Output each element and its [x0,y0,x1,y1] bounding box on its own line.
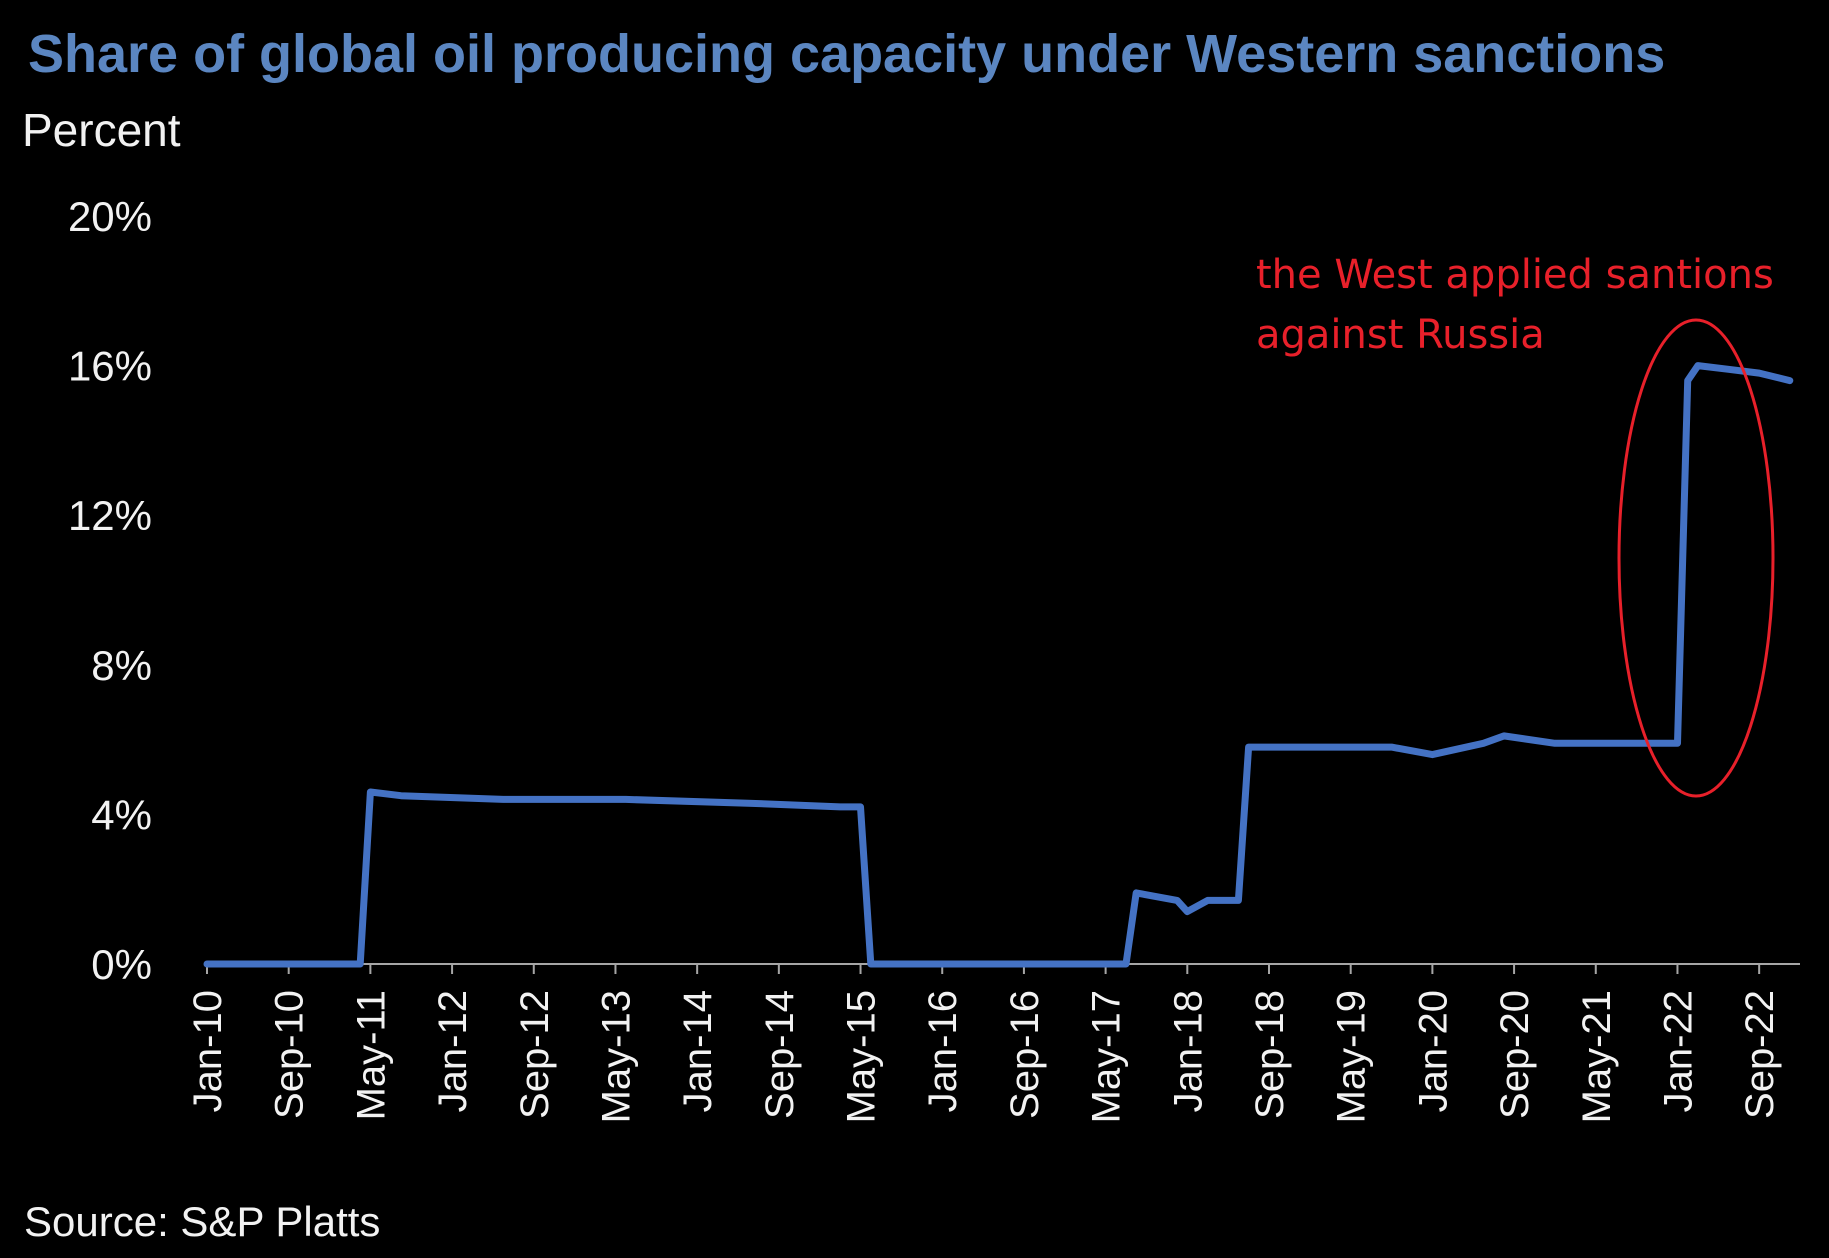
x-tick-label: Jan-14 [676,990,720,1112]
y-tick-label: 8% [91,642,152,689]
y-tick-label: 4% [91,791,152,838]
sanctions-annotation: the West applied santions against Russia [1256,252,1775,798]
chart-title: Share of global oil producing capacity u… [28,24,1665,84]
x-tick-label: May-19 [1330,990,1374,1123]
annotation-line-1: the West applied santions [1256,252,1774,298]
annotation-line-2: against Russia [1256,312,1545,358]
x-tick-label: Sep-22 [1738,990,1782,1119]
x-tick-label: May-21 [1575,990,1619,1123]
x-tick-label: May-17 [1085,990,1129,1123]
y-tick-label: 20% [68,193,152,240]
x-tick-label: May-15 [840,990,884,1123]
plot-area: 0% 4% 8% 12% 16% 20% Jan-10 Sep-10 May-11 Jan-12 S… [68,193,1800,1123]
x-tick-label: May-13 [594,990,638,1123]
x-tick-label: Sep-14 [758,990,802,1119]
source-note: Source: S&P Platts [24,1198,380,1245]
x-tick-label: Jan-16 [921,990,965,1112]
x-tick-label: May-11 [349,990,393,1120]
x-tick-label: Sep-16 [1003,990,1047,1119]
x-tick-label: Jan-18 [1166,990,1210,1112]
x-tick-label: Sep-12 [513,990,557,1119]
x-tick-label: Jan-20 [1411,990,1455,1112]
y-tick-label: 0% [91,941,152,988]
y-tick-label: 16% [68,343,152,390]
y-axis-unit-label: Percent [22,104,181,156]
x-tick-label: Sep-20 [1493,990,1537,1119]
y-tick-label: 12% [68,492,152,539]
x-tick-label: Jan-22 [1656,990,1700,1112]
highlight-ellipse [1617,318,1775,798]
x-tick-label: Sep-10 [268,990,312,1119]
x-tick-label: Sep-18 [1248,990,1292,1119]
x-tick-label: Jan-10 [186,990,230,1112]
x-tick-label: Jan-12 [431,990,475,1112]
series-line-0 [203,362,1794,968]
